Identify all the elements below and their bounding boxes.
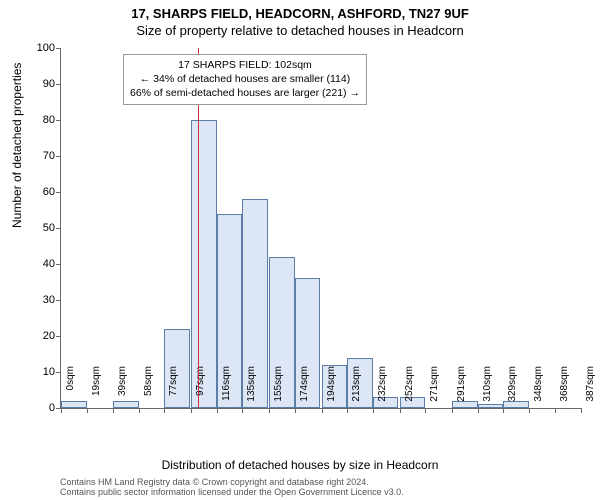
x-tick-mark bbox=[425, 408, 426, 413]
x-tick-mark bbox=[87, 408, 88, 413]
footer-line-2: Contains public sector information licen… bbox=[60, 488, 404, 498]
info-box: 17 SHARPS FIELD: 102sqm← 34% of detached… bbox=[123, 54, 367, 105]
footer-attribution: Contains HM Land Registry data © Crown c… bbox=[60, 478, 404, 498]
x-tick-label: 97sqm bbox=[195, 366, 206, 414]
x-tick-mark bbox=[322, 408, 323, 413]
x-tick-label: 19sqm bbox=[91, 366, 102, 414]
x-tick-label: 252sqm bbox=[404, 366, 415, 414]
x-tick-mark bbox=[217, 408, 218, 413]
y-tick-mark bbox=[56, 84, 61, 85]
y-tick-mark bbox=[56, 300, 61, 301]
x-tick-label: 39sqm bbox=[117, 366, 128, 414]
x-tick-label: 213sqm bbox=[351, 366, 362, 414]
y-tick-label: 40 bbox=[25, 258, 55, 270]
x-tick-label: 155sqm bbox=[273, 366, 284, 414]
y-tick-mark bbox=[56, 156, 61, 157]
x-tick-label: 116sqm bbox=[221, 366, 232, 414]
info-line-3: 66% of semi-detached houses are larger (… bbox=[130, 86, 360, 100]
x-tick-mark bbox=[113, 408, 114, 413]
y-tick-mark bbox=[56, 48, 61, 49]
x-tick-label: 387sqm bbox=[585, 366, 596, 414]
x-tick-mark bbox=[400, 408, 401, 413]
x-tick-mark bbox=[164, 408, 165, 413]
x-tick-mark bbox=[581, 408, 582, 413]
x-tick-mark bbox=[478, 408, 479, 413]
y-tick-mark bbox=[56, 120, 61, 121]
x-tick-label: 194sqm bbox=[326, 366, 337, 414]
chart-container: 17, SHARPS FIELD, HEADCORN, ASHFORD, TN2… bbox=[0, 0, 600, 500]
x-tick-label: 348sqm bbox=[533, 366, 544, 414]
x-tick-label: 329sqm bbox=[507, 366, 518, 414]
x-tick-mark bbox=[529, 408, 530, 413]
y-tick-mark bbox=[56, 192, 61, 193]
y-tick-mark bbox=[56, 228, 61, 229]
y-tick-label: 0 bbox=[25, 402, 55, 414]
x-tick-mark bbox=[503, 408, 504, 413]
x-tick-label: 232sqm bbox=[377, 366, 388, 414]
info-line-2: ← 34% of detached houses are smaller (11… bbox=[130, 72, 360, 86]
y-tick-label: 30 bbox=[25, 294, 55, 306]
x-tick-mark bbox=[139, 408, 140, 413]
chart-title-main: 17, SHARPS FIELD, HEADCORN, ASHFORD, TN2… bbox=[0, 0, 600, 21]
x-tick-mark bbox=[373, 408, 374, 413]
x-tick-mark bbox=[61, 408, 62, 413]
y-tick-label: 10 bbox=[25, 366, 55, 378]
x-tick-mark bbox=[191, 408, 192, 413]
x-tick-mark bbox=[269, 408, 270, 413]
x-tick-label: 174sqm bbox=[299, 366, 310, 414]
x-tick-label: 271sqm bbox=[429, 366, 440, 414]
histogram-bar bbox=[191, 120, 217, 408]
y-tick-label: 100 bbox=[25, 42, 55, 54]
y-tick-label: 50 bbox=[25, 222, 55, 234]
y-tick-label: 60 bbox=[25, 186, 55, 198]
x-tick-label: 135sqm bbox=[246, 366, 257, 414]
x-tick-label: 0sqm bbox=[65, 366, 76, 414]
x-axis-label: Distribution of detached houses by size … bbox=[0, 458, 600, 472]
y-axis-label: Number of detached properties bbox=[10, 63, 24, 228]
x-tick-mark bbox=[242, 408, 243, 413]
x-tick-mark bbox=[347, 408, 348, 413]
info-line-1: 17 SHARPS FIELD: 102sqm bbox=[130, 58, 360, 72]
x-tick-label: 291sqm bbox=[456, 366, 467, 414]
plot-region: 01020304050607080901000sqm19sqm39sqm58sq… bbox=[60, 48, 581, 409]
x-tick-label: 77sqm bbox=[168, 366, 179, 414]
x-tick-label: 310sqm bbox=[482, 366, 493, 414]
x-tick-mark bbox=[295, 408, 296, 413]
y-tick-mark bbox=[56, 372, 61, 373]
x-tick-mark bbox=[555, 408, 556, 413]
chart-area: 01020304050607080901000sqm19sqm39sqm58sq… bbox=[60, 48, 580, 408]
y-tick-mark bbox=[56, 336, 61, 337]
x-tick-label: 58sqm bbox=[143, 366, 154, 414]
y-tick-label: 70 bbox=[25, 150, 55, 162]
y-tick-label: 90 bbox=[25, 78, 55, 90]
x-tick-mark bbox=[452, 408, 453, 413]
y-tick-label: 80 bbox=[25, 114, 55, 126]
y-tick-mark bbox=[56, 264, 61, 265]
x-tick-label: 368sqm bbox=[559, 366, 570, 414]
chart-title-sub: Size of property relative to detached ho… bbox=[0, 21, 600, 38]
y-tick-label: 20 bbox=[25, 330, 55, 342]
